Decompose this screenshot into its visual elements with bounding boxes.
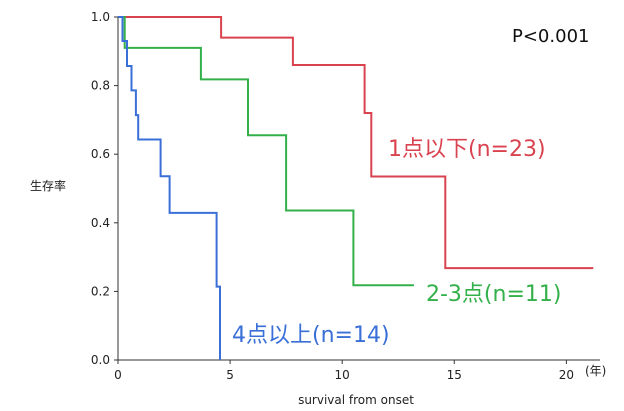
series-line-1 — [118, 16, 594, 270]
series-label-3: 4点以上(n=14) — [232, 323, 390, 348]
x-tick-label: 15 — [447, 368, 462, 382]
x-axis-label: survival from onset — [298, 393, 414, 407]
y-tick-label: 1.0 — [91, 10, 110, 24]
series-label-2: 2-3点(n=11) — [426, 282, 561, 307]
y-tick-label: 0.6 — [91, 147, 110, 161]
y-tick-label: 0.2 — [91, 284, 110, 298]
series-line-2 — [118, 16, 414, 287]
y-tick-label: 0.4 — [91, 216, 110, 230]
x-tick-label: 10 — [335, 368, 350, 382]
series-label-1: 1点以下(n=23) — [388, 137, 546, 162]
x-axis-unit: (年) — [585, 364, 606, 378]
y-tick-label: 0.8 — [91, 79, 110, 93]
p-value-annotation: P<0.001 — [512, 26, 589, 47]
x-tick-label: 0 — [114, 368, 122, 382]
y-axis-label: 生存率 — [30, 178, 66, 193]
series-lines — [118, 16, 594, 360]
axes: 0.0 0.2 0.4 0.6 0.8 1.0 0 5 10 15 20 — [91, 10, 600, 382]
series-labels: 1点以下(n=23) 2-3点(n=11) 4点以上(n=14) — [232, 137, 561, 348]
x-tick-label: 5 — [226, 368, 234, 382]
y-tick-label: 0.0 — [91, 353, 110, 367]
x-tick-label: 20 — [559, 368, 574, 382]
series-line-3 — [118, 16, 221, 360]
